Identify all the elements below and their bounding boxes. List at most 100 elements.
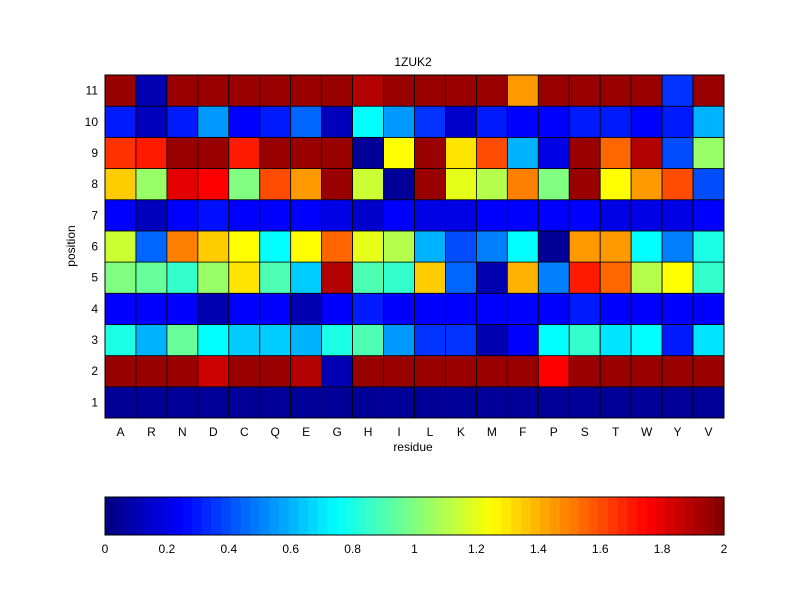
colorbar-band [588,497,599,535]
colorbar-band [482,497,493,535]
y-tick-label: 10 [85,115,99,129]
heatmap-cell-H-11 [352,74,384,107]
colorbar-band [569,497,580,535]
heatmap-cell-R-2 [135,355,168,388]
heatmap-cell-Y-4 [661,292,694,325]
colorbar-tick-label: 0.4 [220,542,237,556]
colorbar-band [308,497,319,535]
heatmap-cell-A-2 [104,355,137,388]
colorbar-band [221,497,232,535]
heatmap-cell-Y-5 [661,261,694,294]
heatmap-cell-H-6 [352,230,384,263]
heatmap-cell-L-3 [414,324,446,357]
colorbar-band [395,497,406,535]
colorbar-tick-label: 0.6 [282,542,299,556]
heatmap-cell-Y-11 [661,74,694,107]
heatmap-cell-D-11 [197,74,230,107]
y-tick-label: 6 [91,240,98,254]
colorbar-band [472,497,483,535]
heatmap-cell-P-9 [537,136,570,169]
heatmap-cell-Q-9 [259,136,292,169]
heatmap-cell-G-6 [321,230,353,263]
heatmap-cell-I-5 [383,261,415,294]
heatmap-cell-F-11 [506,74,539,107]
heatmap-cell-I-7 [383,199,415,232]
heatmap-cell-N-9 [166,136,199,169]
heatmap-cell-M-3 [475,324,508,357]
colorbar-band [124,497,135,535]
x-tick-label: P [550,425,558,439]
x-tick-label: D [209,425,218,439]
x-tick-label: W [641,425,653,439]
y-axis-ticks: 1 2 3 4 5 6 7 8 9 10 11 [85,84,99,410]
heatmap-cell-H-10 [352,105,384,138]
heatmap-cell-G-3 [321,324,353,357]
heatmap-cell-K-2 [445,355,477,388]
heatmap-cell-D-6 [197,230,230,263]
colorbar-band [163,497,174,535]
heatmap-cell-A-9 [104,136,137,169]
heatmap-cell-T-11 [599,74,632,107]
colorbar-band [433,497,445,535]
heatmap-cell-F-6 [506,230,539,263]
heatmap-cell-W-11 [630,74,663,107]
heatmap-cell-G-9 [321,136,353,169]
heatmap-cell-Q-2 [259,355,292,388]
heatmap-cell-L-7 [414,199,446,232]
x-tick-label: S [581,425,589,439]
heatmap-cell-S-5 [568,261,601,294]
heatmap-cell-A-3 [104,324,137,357]
heatmap-cell-Q-6 [259,230,292,263]
heatmap-cell-C-6 [228,230,261,263]
x-tick-label: Y [674,425,682,439]
heatmap-cell-M-7 [475,199,508,232]
x-tick-label: V [705,425,713,439]
colorbar-tick-label: 0 [102,542,109,556]
heatmap-cell-D-10 [197,105,230,138]
heatmap-cell-W-10 [630,105,663,138]
heatmap-cell-T-7 [599,199,632,232]
heatmap-cell-N-7 [166,199,199,232]
heatmap-cell-H-4 [352,292,384,325]
colorbar-band [627,497,638,535]
heatmap-cell-M-2 [475,355,508,388]
colorbar-band [153,497,164,535]
colorbar-band [114,497,125,535]
heatmap-cell-C-7 [228,199,261,232]
heatmap-cell-A-10 [104,105,137,138]
heatmap-cell-M-9 [475,136,508,169]
colorbar-band [327,497,338,535]
heatmap-cell-T-8 [599,168,632,201]
heatmap-cell-N-3 [166,324,199,357]
heatmap-cell-T-10 [599,105,632,138]
heatmap-cell-R-5 [135,261,168,294]
heatmap-cell-H-1 [352,386,384,419]
heatmap-cell-E-3 [290,324,323,357]
heatmap-cell-T-9 [599,136,632,169]
y-tick-label: 1 [91,395,98,409]
heatmap-cell-S-10 [568,105,601,138]
heatmap-cell-T-2 [599,355,632,388]
heatmap-cell-K-11 [445,74,477,107]
heatmap-cell-F-1 [506,386,539,419]
y-tick-label: 11 [86,84,99,98]
heatmap-cell-R-3 [135,324,168,357]
heatmap-cell-L-2 [414,355,446,388]
heatmap-cell-R-6 [135,230,168,263]
heatmap-cell-G-7 [321,199,353,232]
heatmap-cell-W-2 [630,355,663,388]
heatmap-cell-Y-3 [661,324,694,357]
heatmap-cell-R-8 [135,168,168,201]
heatmap-cell-I-1 [383,386,415,419]
heatmap-cell-Q-3 [259,324,292,357]
colorbar-band [143,497,154,535]
colorbar-band [598,497,609,535]
heatmap-cell-C-1 [228,386,261,419]
heatmap-cell-G-10 [321,105,353,138]
y-tick-label: 2 [91,364,98,378]
heatmap-cell-T-3 [599,324,632,357]
heatmap-cell-Q-5 [259,261,292,294]
heatmap-cell-R-1 [135,386,168,419]
colorbar-band [240,497,251,535]
heatmap-cell-Y-6 [661,230,694,263]
